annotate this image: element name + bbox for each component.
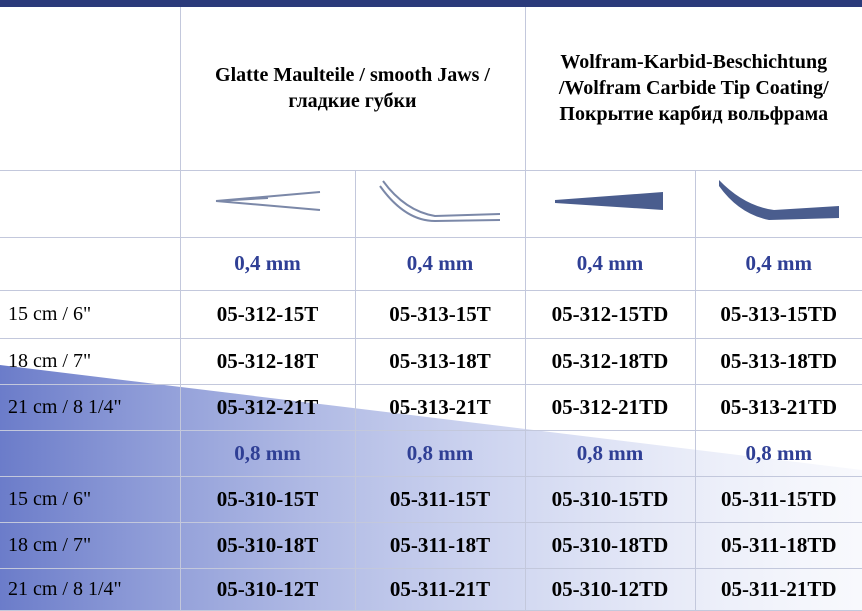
- length: 21 cm / 8 1/4": [0, 567, 181, 611]
- product-row: 18 cm / 7" 05-310-18T 05-311-18T 05-310-18T…: [0, 521, 862, 569]
- size-label: 0,4 mm: [179, 236, 356, 291]
- size-row: 0,4 mm 0,4 mm 0,4 mm 0,4 mm: [0, 236, 862, 291]
- jaw-image: [524, 169, 696, 238]
- product-row: 15 cm / 6" 05-310-15T 05-311-15T 05-310-15T…: [0, 475, 862, 523]
- size-label: 0,8 mm: [354, 429, 526, 477]
- size-label: 0,4 mm: [354, 236, 526, 291]
- product-code: 05-313-15T: [354, 289, 526, 339]
- product-code: 05-313-21TD: [694, 383, 862, 431]
- size-label: 0,8 mm: [179, 429, 356, 477]
- product-code: 05-311-21TD: [694, 567, 862, 611]
- product-code: 05-311-15T: [354, 475, 526, 523]
- product-code: 05-313-18T: [354, 337, 526, 385]
- group-header: Glatte Maulteile / smooth Jaws / гладкие…: [179, 7, 526, 171]
- size-label: 0,8 mm: [694, 429, 862, 477]
- product-code: 05-310-18T: [179, 521, 356, 569]
- product-code: 05-310-12T: [179, 567, 356, 611]
- group-header: Wolfram-Karbid-Beschichtung /Wolfram Car…: [524, 7, 862, 171]
- size-label: 0,4 mm: [524, 236, 696, 291]
- top-bar: [0, 0, 862, 7]
- product-code: 05-312-15TD: [524, 289, 696, 339]
- empty-cell: [0, 236, 181, 291]
- jaw-image: [179, 169, 356, 238]
- jaw-image: [694, 169, 862, 238]
- empty-cell: [0, 169, 181, 238]
- product-row: 21 cm / 8 1/4" 05-310-12T 05-311-21T 05-310…: [0, 567, 862, 611]
- length: 18 cm / 7": [0, 337, 181, 385]
- product-code: 05-312-18T: [179, 337, 356, 385]
- product-code: 05-311-18T: [354, 521, 526, 569]
- product-code: 05-310-18TD: [524, 521, 696, 569]
- product-code: 05-310-12TD: [524, 567, 696, 611]
- empty-cell: [0, 429, 181, 477]
- product-code: 05-312-21TD: [524, 383, 696, 431]
- size-row: 0,8 mm 0,8 mm 0,8 mm 0,8 mm: [0, 429, 862, 477]
- length: 18 cm / 7": [0, 521, 181, 569]
- product-code: 05-313-18TD: [694, 337, 862, 385]
- product-row: 18 cm / 7" 05-312-18T 05-313-18T 05-312-18T…: [0, 337, 862, 385]
- product-code: 05-312-15T: [179, 289, 356, 339]
- product-table: Glatte Maulteile / smooth Jaws / гладкие…: [0, 7, 862, 611]
- product-code: 05-312-18TD: [524, 337, 696, 385]
- product-code: 05-313-15TD: [694, 289, 862, 339]
- product-code: 05-312-21T: [179, 383, 356, 431]
- size-label: 0,8 mm: [524, 429, 696, 477]
- product-code: 05-310-15TD: [524, 475, 696, 523]
- product-code: 05-310-15T: [179, 475, 356, 523]
- size-label: 0,4 mm: [694, 236, 862, 291]
- product-row: 15 cm / 6" 05-312-15T 05-313-15T 05-312-15T…: [0, 289, 862, 339]
- jaw-image: [354, 169, 526, 238]
- empty-cell: [0, 7, 181, 171]
- length: 15 cm / 6": [0, 475, 181, 523]
- product-code: 05-311-21T: [354, 567, 526, 611]
- product-code: 05-313-21T: [354, 383, 526, 431]
- product-row: 21 cm / 8 1/4" 05-312-21T 05-313-21T 05-312…: [0, 383, 862, 431]
- product-code: 05-311-15TD: [694, 475, 862, 523]
- length: 15 cm / 6": [0, 289, 181, 339]
- product-code: 05-311-18TD: [694, 521, 862, 569]
- length: 21 cm / 8 1/4": [0, 383, 181, 431]
